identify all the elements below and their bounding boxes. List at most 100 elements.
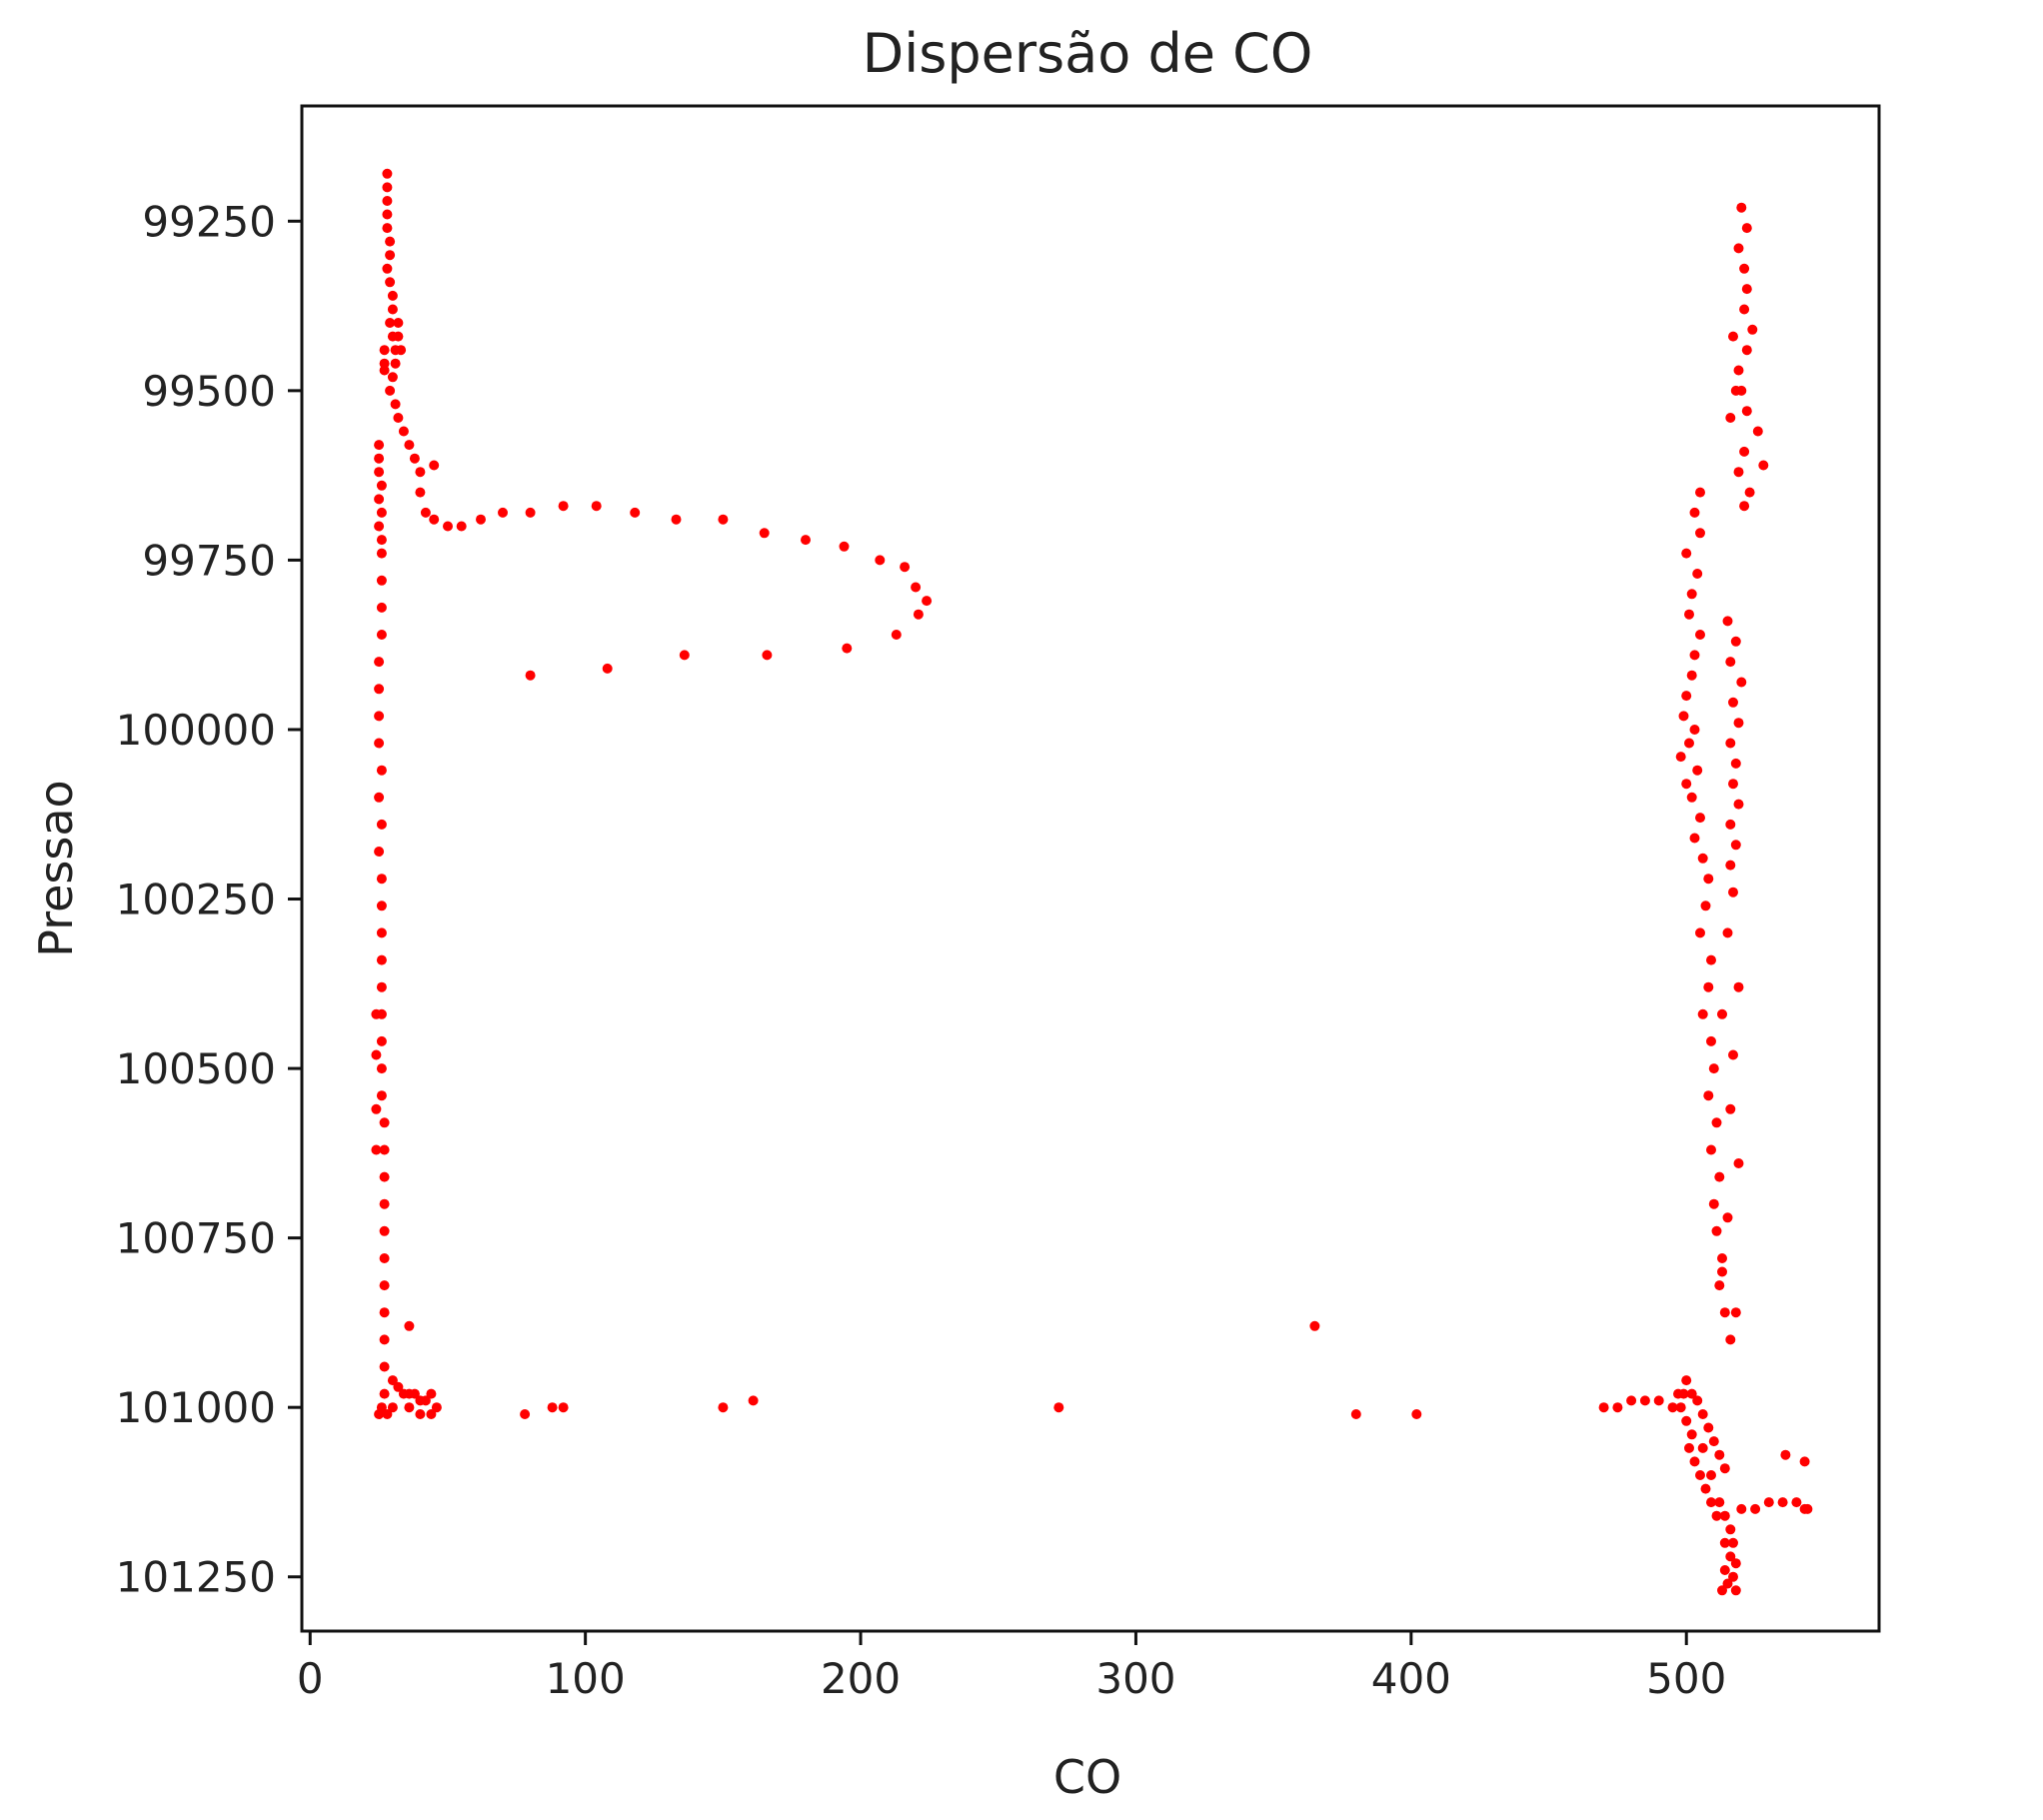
data-point <box>558 1402 569 1413</box>
data-point <box>390 399 401 410</box>
data-point <box>1681 548 1692 559</box>
data-point <box>379 365 390 376</box>
data-point <box>379 1280 390 1291</box>
data-point <box>379 1388 390 1399</box>
data-point <box>1639 1395 1650 1406</box>
data-point <box>1053 1402 1064 1413</box>
data-point <box>374 847 385 857</box>
data-point <box>376 1063 387 1074</box>
data-point <box>1626 1395 1637 1406</box>
data-point <box>371 1008 382 1019</box>
data-point <box>404 440 415 451</box>
data-point <box>1681 1375 1692 1386</box>
data-point <box>374 711 385 722</box>
data-point <box>602 663 613 674</box>
data-point <box>1686 670 1697 681</box>
data-point <box>875 555 886 566</box>
y-tick-label: 101000 <box>116 1383 276 1432</box>
data-point <box>387 372 398 383</box>
data-point <box>374 657 385 668</box>
data-point <box>520 1409 531 1419</box>
data-point <box>1733 243 1744 254</box>
x-tick-label: 0 <box>297 1654 324 1703</box>
data-point <box>1708 1436 1719 1447</box>
data-point <box>1730 758 1741 769</box>
plot-frame <box>300 104 1881 1633</box>
data-point <box>420 1395 431 1406</box>
y-tick-label: 101250 <box>116 1553 276 1602</box>
data-point <box>1791 1497 1802 1508</box>
data-point <box>1711 1225 1722 1236</box>
data-point <box>398 426 409 437</box>
data-point <box>376 1035 387 1046</box>
data-point <box>1689 507 1700 518</box>
data-point <box>1697 1409 1708 1419</box>
chart-title: Dispersão de CO <box>863 22 1313 85</box>
data-point <box>1739 501 1750 512</box>
data-point <box>1725 738 1736 749</box>
data-point <box>630 507 641 518</box>
y-tick-label: 100250 <box>116 876 276 924</box>
data-point <box>374 792 385 803</box>
data-point <box>1725 819 1736 830</box>
data-point <box>762 650 773 661</box>
data-point <box>376 630 387 640</box>
data-point <box>911 582 922 593</box>
data-point <box>1706 1497 1716 1508</box>
x-axis-label: CO <box>1053 1750 1121 1804</box>
data-point <box>1681 691 1692 702</box>
data-point <box>374 453 385 464</box>
data-point <box>382 209 393 220</box>
data-point <box>476 514 486 525</box>
data-point <box>1714 1497 1725 1508</box>
data-point <box>1692 765 1703 776</box>
data-point <box>1728 331 1738 342</box>
data-point <box>415 1409 426 1419</box>
x-tick-label: 400 <box>1371 1654 1451 1703</box>
data-point <box>1722 616 1733 627</box>
data-point <box>1697 853 1708 864</box>
data-point <box>1722 927 1733 938</box>
data-point <box>1719 1307 1730 1318</box>
data-point <box>671 514 682 525</box>
data-point <box>1686 792 1697 803</box>
data-point <box>376 535 387 546</box>
data-point <box>1736 677 1747 688</box>
data-point <box>1730 385 1741 396</box>
data-point <box>525 670 536 681</box>
data-point <box>1719 1565 1730 1575</box>
data-point <box>1725 860 1736 871</box>
data-point <box>1730 1307 1741 1318</box>
data-point <box>1675 1402 1686 1413</box>
data-point <box>922 596 933 607</box>
data-point <box>558 501 569 512</box>
data-point <box>376 954 387 965</box>
data-point <box>1744 487 1755 498</box>
data-point <box>1692 1395 1703 1406</box>
data-point <box>1725 1334 1736 1345</box>
data-point <box>1703 1090 1714 1101</box>
data-point <box>1695 927 1705 938</box>
data-point <box>382 263 393 274</box>
data-point <box>1703 981 1714 992</box>
data-point <box>1780 1449 1791 1460</box>
data-point <box>431 1402 442 1413</box>
data-point <box>379 345 390 356</box>
data-point <box>1739 263 1750 274</box>
data-point <box>1598 1402 1609 1413</box>
data-point <box>1741 345 1752 356</box>
data-point <box>404 1320 415 1331</box>
data-point <box>379 1225 390 1236</box>
data-point <box>1681 779 1692 790</box>
data-point <box>1706 1035 1716 1046</box>
y-tick-label: 99250 <box>142 197 276 246</box>
data-point <box>1706 1144 1716 1155</box>
data-point <box>1695 528 1705 539</box>
data-point <box>718 514 729 525</box>
data-point <box>382 168 393 179</box>
y-tick-label: 100000 <box>116 706 276 755</box>
data-point <box>1684 1442 1694 1453</box>
data-point <box>382 1409 393 1419</box>
data-point <box>426 1409 437 1419</box>
x-axis-ticks: 0 100 200 300 400 500 <box>297 1631 1726 1703</box>
